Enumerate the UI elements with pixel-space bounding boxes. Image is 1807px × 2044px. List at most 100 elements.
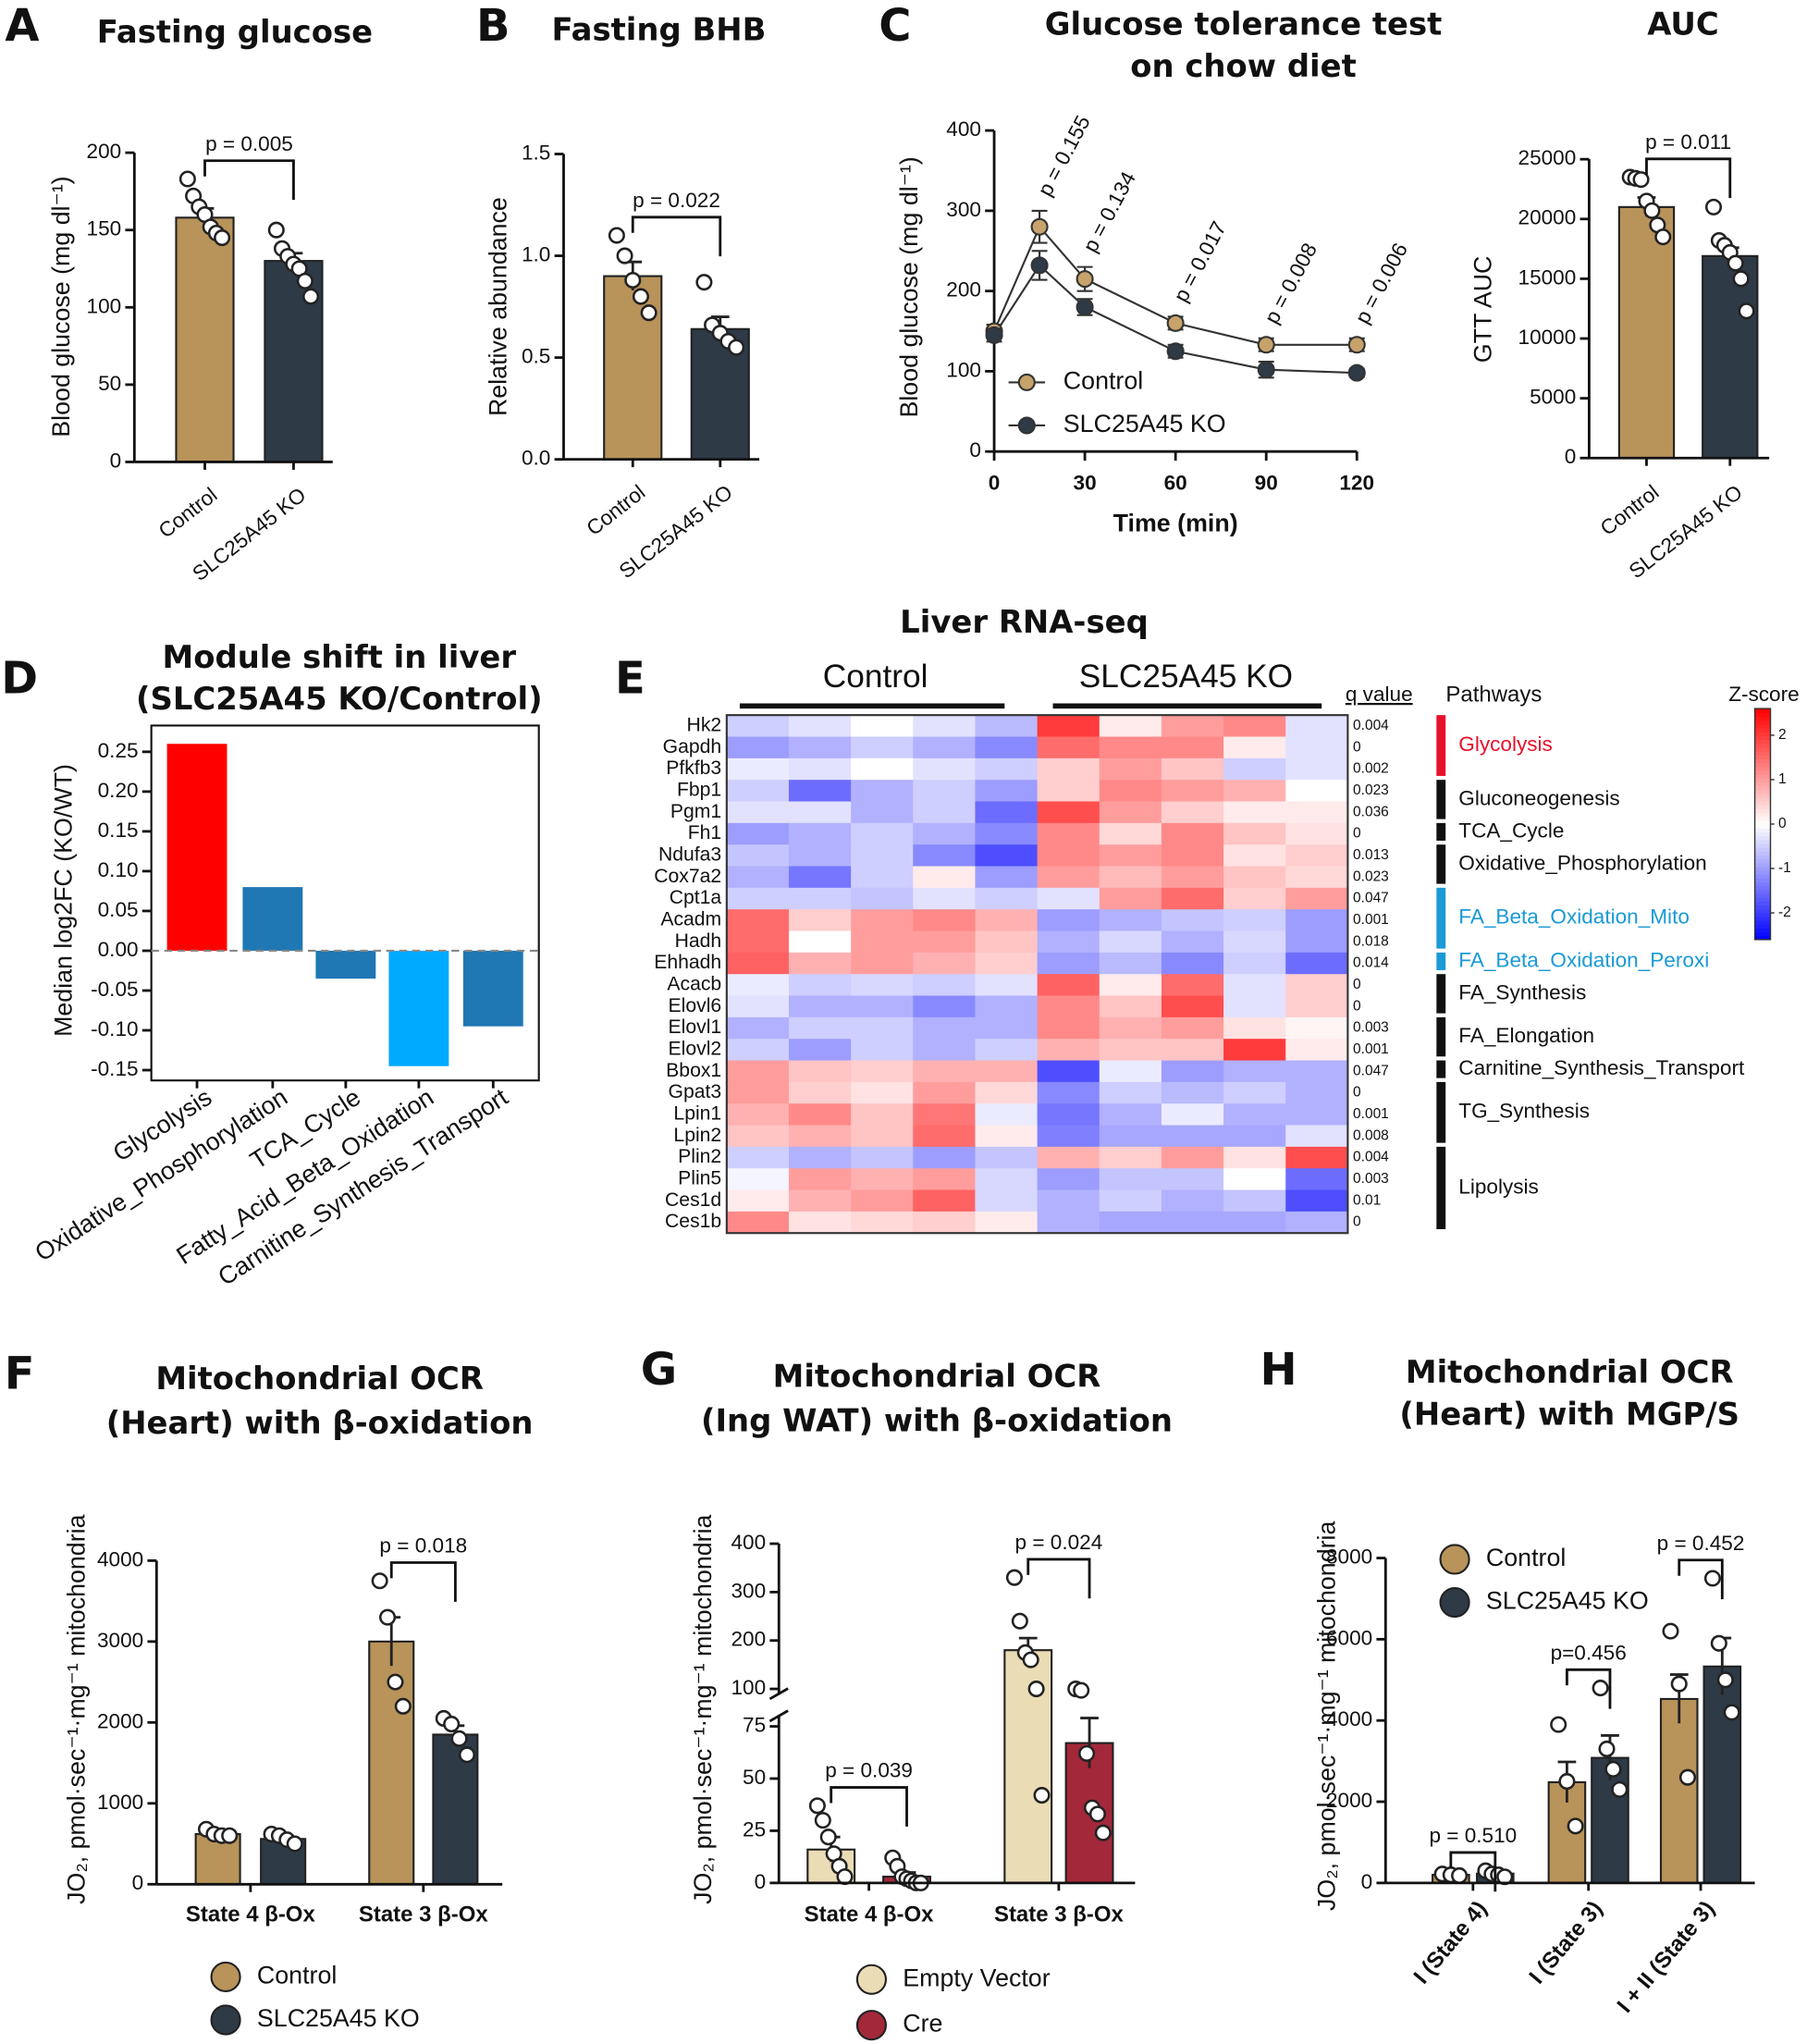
y-tick-label: 0.05 [98,898,139,921]
q-value: 0.036 [1353,804,1389,819]
p-value: p = 0.024 [1015,1531,1103,1554]
heatmap-cell [913,1039,977,1062]
chart-title: Glucose tolerance test [1045,6,1443,43]
heatmap-cell [726,1039,790,1062]
heatmap-cell [726,1016,790,1040]
data-point [616,247,633,265]
heatmap-cell [851,801,915,824]
y-tick-label: -0.15 [91,1057,138,1080]
row-label: Plin5 [678,1167,721,1188]
colorbar-step [1754,858,1771,864]
heatmap-cell [1223,757,1286,781]
heatmap-cell [851,1168,915,1191]
legend-label: Control [1063,366,1143,394]
heatmap-cell [1285,757,1349,781]
heatmap-cell [1161,887,1224,910]
heatmap-cell [913,1081,977,1104]
heatmap-cell [851,736,915,759]
data-point [221,1827,239,1844]
y-tick-label: 10000 [1518,326,1577,349]
x-tick-label: 60 [1164,471,1187,494]
colorbar-tick-label: 2 [1778,727,1787,743]
colorbar-step [1754,893,1771,898]
y-tick-label: 2000 [97,1709,143,1732]
heatmap-cell [1223,930,1286,954]
colorbar-step [1754,735,1771,741]
colorbar-step [1754,808,1771,814]
colorbar-step [1754,785,1771,791]
heatmap-cell [1099,1060,1162,1083]
colorbar-step [1754,869,1771,875]
q-value: 0.023 [1353,782,1389,798]
row-label: Acadm [660,908,721,930]
heatmap-cell [913,1189,977,1213]
data-point [1732,270,1750,288]
line-marker [1257,361,1275,379]
heatmap-cell [726,1211,790,1234]
chart-title: Mitochondrial OCR [1406,1354,1734,1390]
heatmap-cell [1037,1125,1100,1148]
heatmap-cell [975,930,1039,954]
colorbar-step [1754,732,1771,736]
heatmap-cell [1099,1016,1162,1040]
heatmap-cell [788,757,852,781]
colorbar-tick-label: 0 [1778,816,1787,831]
y-tick-label: 0.15 [98,819,139,842]
pathway-label: FA_Beta_Oxidation_Peroxi [1458,948,1709,971]
panel-letter: A [5,0,39,52]
row-label: Lpin2 [673,1125,721,1146]
colorbar-step [1754,889,1771,894]
pathways-header: Pathways [1445,682,1542,707]
heatmap-cell [913,780,977,803]
heatmap-cell [1037,801,1100,824]
y-tick-label: 0.00 [98,938,139,961]
y-tick-label: 100 [731,1676,767,1699]
y-tick-label: 75 [743,1714,766,1737]
y-tick-label: 25 [743,1817,766,1841]
q-value: 0.003 [1353,1171,1389,1187]
data-point [443,1716,461,1733]
heatmap-cell [1285,974,1349,997]
legend-label: Control [1486,1544,1566,1571]
bar [175,216,235,463]
y-tick-label: 200 [731,1628,767,1651]
p-value: p = 0.011 [1645,130,1731,154]
heatmap-cell [1161,1103,1224,1127]
heatmap-cell [851,887,915,910]
heatmap-cell [1099,757,1162,781]
heatmap-cell [788,780,852,803]
heatmap-cell [788,1103,852,1127]
heatmap-cell [788,1039,852,1062]
colorbar-step [1754,720,1771,725]
heatmap-cell [1099,1211,1162,1234]
colorbar-step [1754,801,1771,806]
colorbar-step [1754,916,1771,921]
colorbar-step [1754,723,1771,729]
y-tick-label: 150 [87,217,122,240]
pathway-bar [1436,822,1446,841]
heatmap-cell [975,1060,1039,1083]
heatmap-cell [1037,715,1100,738]
heatmap-cell [913,1168,977,1191]
colorbar-step [1754,823,1771,829]
heatmap-cell [1099,1039,1162,1062]
significance-bracket [1565,1668,1612,1709]
data-point [302,288,320,305]
heatmap-cell [726,952,790,975]
chart-title: (SLC25A45 KO/Control) [136,681,543,717]
heatmap-cell [788,930,852,954]
group-label: SLC25A45 KO [1079,659,1293,695]
heatmap-cell [1099,844,1162,868]
heatmap-cell [726,887,790,910]
heatmap-cell [1037,780,1100,803]
pathway-label: Carnitine_Synthesis_Transport [1458,1056,1745,1079]
heatmap-cell [1285,1060,1349,1083]
y-tick-label: 200 [946,278,981,302]
colorbar-step [1754,778,1771,782]
heatmap-cell [1099,1189,1162,1213]
heatmap-cell [1161,1016,1224,1040]
data-point [1670,1675,1688,1693]
significance-bracket [1449,1851,1497,1892]
heatmap-cell [1037,844,1100,868]
